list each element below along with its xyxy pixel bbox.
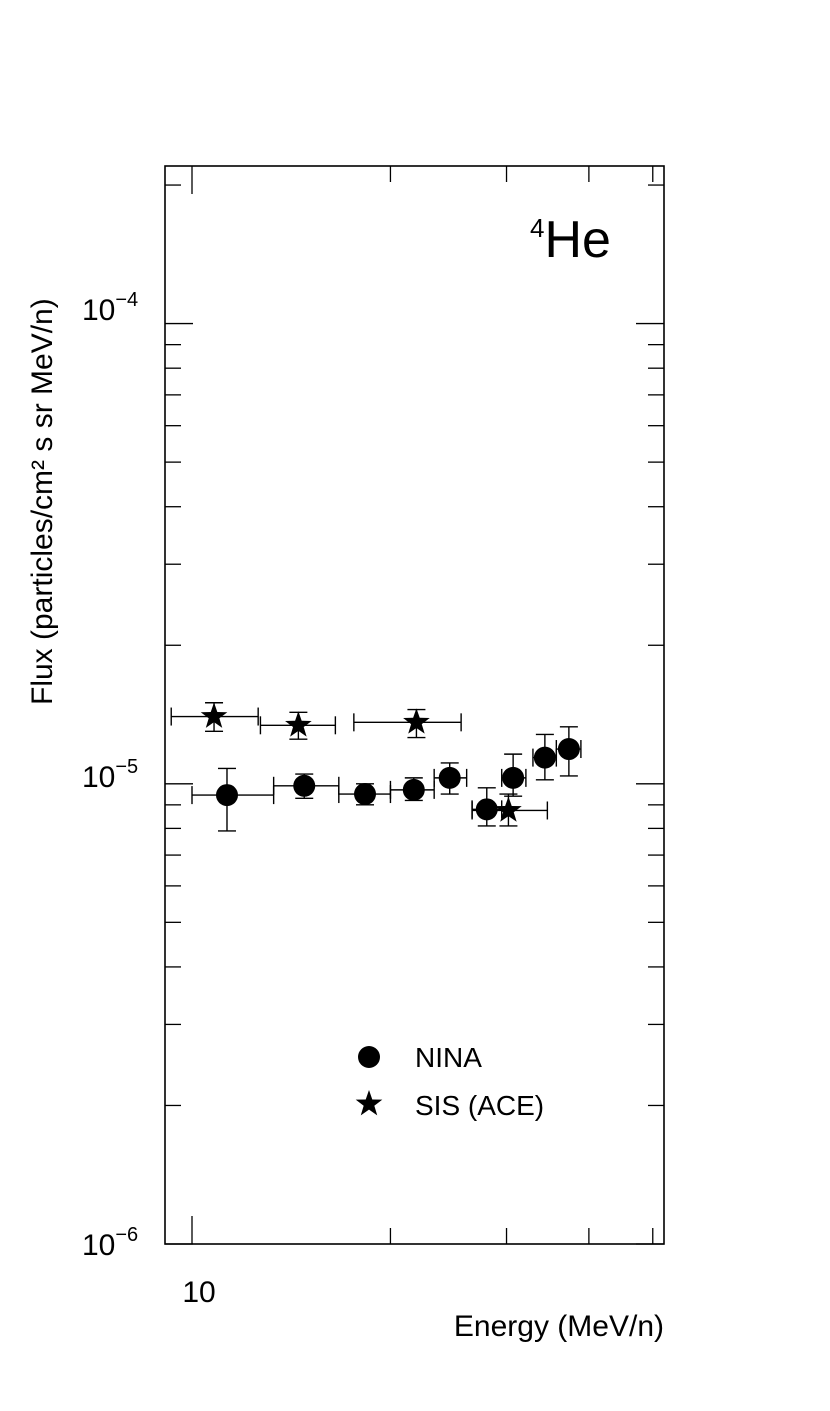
y-tick-label: 10−5 <box>82 756 138 794</box>
nina-data-point <box>438 766 461 789</box>
sis-data-point <box>285 711 312 737</box>
y-tick-label: 10−4 <box>82 289 138 327</box>
legend-marker-sis <box>355 1090 383 1116</box>
nina-data-point <box>502 766 525 789</box>
chart-title: 4He <box>530 211 611 269</box>
x-tick-label: 10 <box>182 1276 215 1309</box>
nina-data-point <box>402 778 425 801</box>
legend-marker-nina <box>358 1046 380 1068</box>
data-markers <box>200 702 580 822</box>
sis-data-point <box>495 796 522 822</box>
x-axis-title: Energy (MeV/n) <box>454 1310 664 1343</box>
sis-data-point <box>403 708 430 734</box>
y-tick-label: 10−6 <box>82 1224 138 1262</box>
legend: NINA SIS (ACE) <box>355 1042 544 1121</box>
isotope-mass-number: 4 <box>530 213 544 243</box>
nina-data-point <box>533 746 556 769</box>
axis-ticks <box>165 166 664 1245</box>
plot-frame <box>164 165 665 1245</box>
nina-data-point <box>557 738 580 761</box>
nina-data-point <box>475 798 498 821</box>
nina-data-point <box>215 784 238 807</box>
sis-data-point <box>200 702 228 728</box>
nina-data-point <box>293 774 316 797</box>
legend-label-nina: NINA <box>415 1042 482 1073</box>
isotope-symbol: He <box>544 211 610 269</box>
legend-label-sis: SIS (ACE) <box>415 1090 544 1121</box>
y-axis-title: Flux (particles/cm² s sr MeV/n) <box>26 298 59 705</box>
error-bars <box>170 702 582 832</box>
nina-data-point <box>354 783 377 806</box>
